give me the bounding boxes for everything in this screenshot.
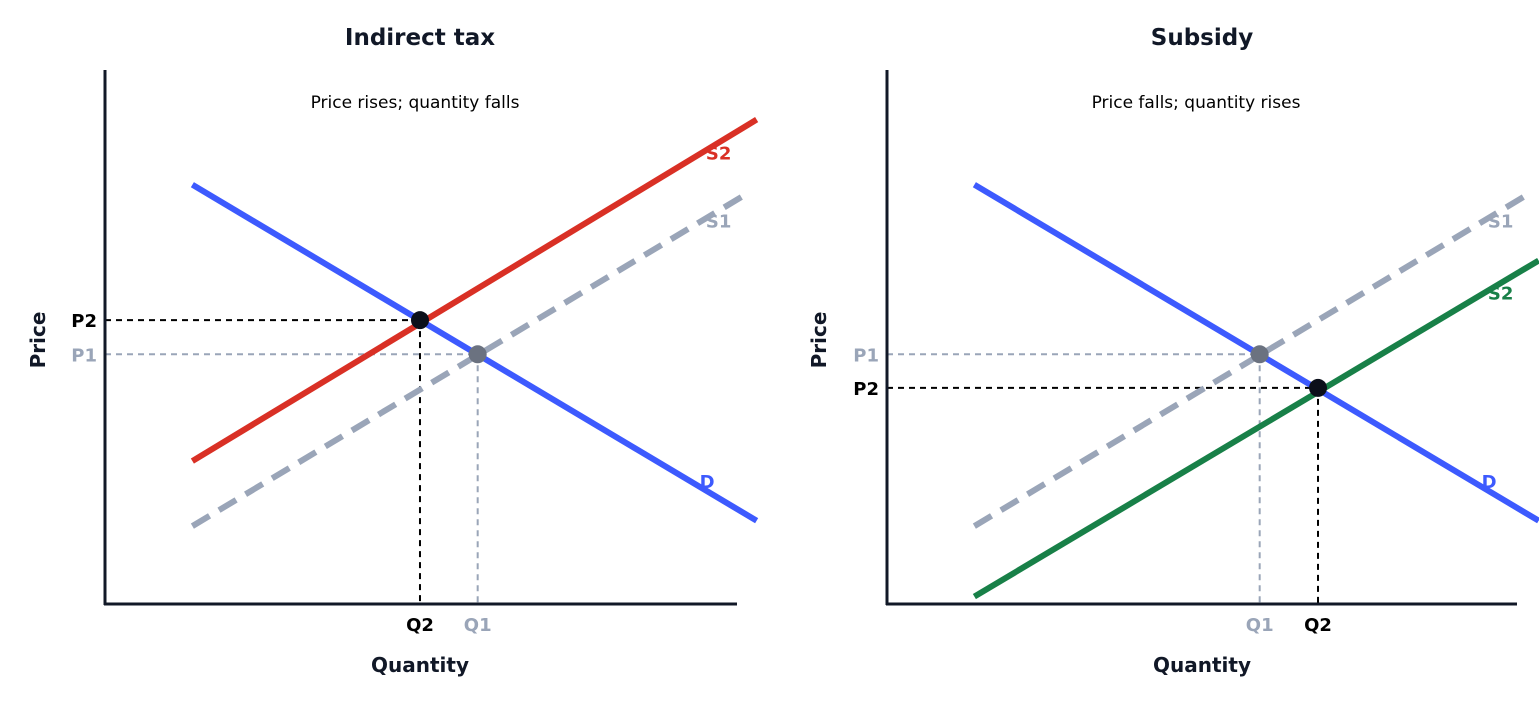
series-label-s2: S2 xyxy=(706,143,732,164)
panel-title: Subsidy xyxy=(1151,25,1253,51)
series-line-s1 xyxy=(190,192,746,529)
series-line-s1 xyxy=(972,192,1528,529)
x-tick-label: Q2 xyxy=(1304,615,1332,636)
x-tick-label: Q1 xyxy=(1246,615,1274,636)
equilibrium-point xyxy=(468,345,487,364)
series-line-s2 xyxy=(972,257,1539,600)
panel-subsidy: Subsidy Price falls; quantity rises Quan… xyxy=(807,25,1539,677)
x-axis-label: Quantity xyxy=(1153,653,1251,677)
y-tick-label: P1 xyxy=(853,345,879,366)
panel-annotation: Price rises; quantity falls xyxy=(311,93,520,113)
series-label-s2: S2 xyxy=(1488,284,1514,305)
y-tick-label: P1 xyxy=(71,345,97,366)
equilibrium-point xyxy=(1250,345,1269,364)
equilibrium-point xyxy=(1309,378,1328,397)
x-tick-label: Q2 xyxy=(406,615,434,636)
x-axis-label: Quantity xyxy=(371,653,469,677)
equilibrium-point xyxy=(410,311,429,330)
series-label-d: D xyxy=(1482,472,1497,493)
y-tick-label: P2 xyxy=(853,379,879,400)
x-tick-label: Q1 xyxy=(464,615,492,636)
plot-area: D S1 S2 Q1 Q2 P1 P2 xyxy=(853,70,1539,636)
panel-indirect-tax: Indirect tax Price rises; quantity falls… xyxy=(26,25,759,677)
y-tick-label: P2 xyxy=(71,311,97,332)
panel-title: Indirect tax xyxy=(345,25,495,51)
plot-area: D S1 S2 Q2 Q1 P2 P1 xyxy=(71,70,759,636)
series-line-s2 xyxy=(190,117,759,464)
y-axis-label: Price xyxy=(26,312,50,369)
series-label-s1: S1 xyxy=(706,211,732,232)
y-axis-label: Price xyxy=(807,312,831,369)
series-label-s1: S1 xyxy=(1488,211,1514,232)
series-label-d: D xyxy=(700,472,715,493)
panel-annotation: Price falls; quantity rises xyxy=(1092,93,1301,113)
